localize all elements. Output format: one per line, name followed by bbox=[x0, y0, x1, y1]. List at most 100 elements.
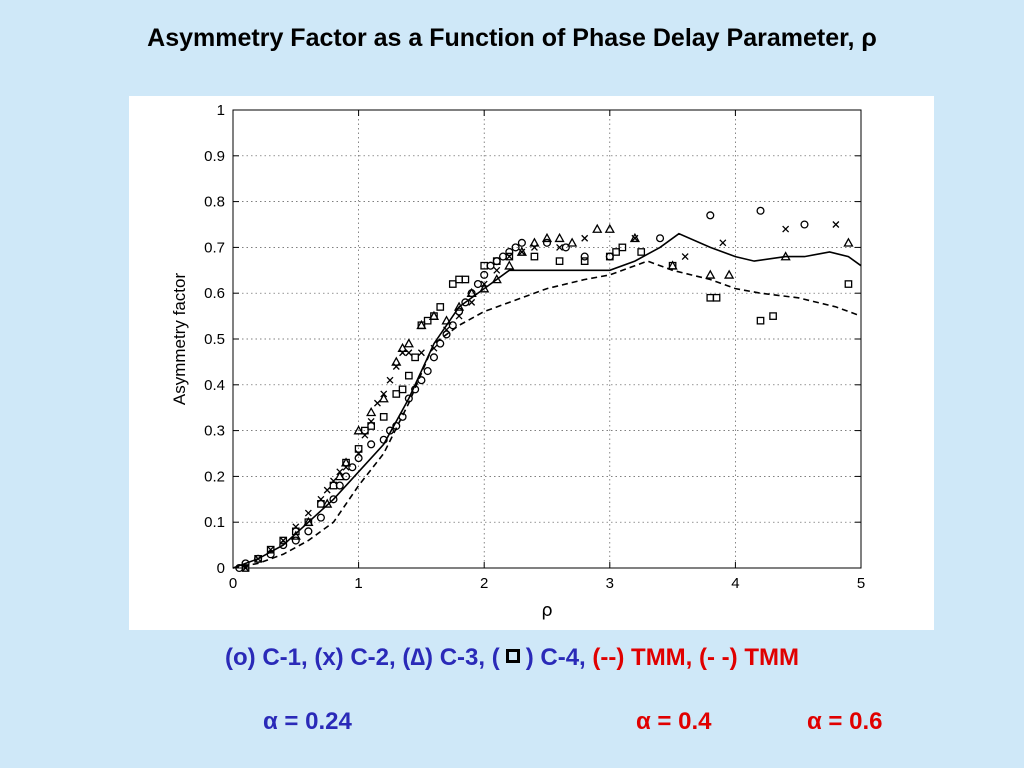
c4-square-marker bbox=[756, 316, 765, 325]
c1-circle-marker bbox=[335, 481, 344, 490]
c4-square-marker bbox=[411, 353, 419, 362]
c2-x-marker bbox=[392, 363, 400, 370]
c1-circle-marker bbox=[455, 307, 464, 316]
c1-circle-marker bbox=[429, 353, 439, 362]
c3-triangle-marker bbox=[541, 232, 553, 243]
y-tick-label: 0.2 bbox=[204, 468, 225, 485]
c2-x-marker bbox=[832, 221, 840, 228]
c2-x-marker bbox=[581, 234, 589, 242]
c1-circle-marker bbox=[367, 440, 376, 449]
c2-x-marker bbox=[443, 326, 450, 334]
c3-triangle-marker bbox=[322, 498, 333, 508]
square-marker-icon bbox=[505, 649, 520, 663]
c2-x-marker bbox=[355, 450, 363, 457]
c3-triangle-marker bbox=[629, 232, 641, 243]
c2-x-marker bbox=[342, 463, 350, 471]
c1-circle-marker bbox=[561, 243, 570, 252]
c1-circle-marker bbox=[756, 206, 765, 215]
c4-square-marker bbox=[329, 481, 338, 490]
tmm-line-dashed bbox=[232, 260, 862, 569]
c3-triangle-marker bbox=[334, 471, 345, 481]
c4-square-marker bbox=[706, 293, 715, 302]
y-tick-label: 1 bbox=[217, 102, 225, 119]
c2-x-marker bbox=[399, 349, 407, 357]
c1-circle-marker bbox=[655, 234, 665, 243]
plot-panel: 0 1 2 3 4 5 0 0.1 0.2 0.3 0.4 0.5 0.6 0.7 0.8 0.9 1 ρ As… bbox=[129, 96, 934, 630]
series-c-1 bbox=[235, 206, 809, 573]
legend-c4-open: ( bbox=[491, 644, 500, 671]
x-tick-label: 2 bbox=[480, 575, 488, 592]
c3-triangle-marker bbox=[516, 246, 527, 256]
c4-square-marker bbox=[844, 280, 853, 288]
c4-square-marker bbox=[430, 312, 438, 320]
c3-triangle-marker bbox=[353, 425, 364, 435]
c4-square-marker bbox=[668, 261, 677, 270]
c1-circle-marker bbox=[511, 243, 520, 252]
legend-tmm-solid-mark: (--) bbox=[592, 644, 625, 671]
c1-circle-marker bbox=[480, 270, 489, 279]
c1-circle-marker bbox=[316, 513, 325, 522]
c4-square-marker bbox=[417, 321, 426, 330]
c2-x-marker bbox=[430, 344, 438, 352]
c4-square-marker bbox=[492, 257, 501, 265]
legend-tmm-dashed: (- -) TMM bbox=[699, 644, 799, 671]
c4-square-marker bbox=[530, 252, 539, 261]
c2-x-marker bbox=[468, 298, 476, 306]
c4-square-marker bbox=[379, 413, 388, 421]
c1-circle-marker bbox=[304, 527, 313, 536]
c3-triangle-marker bbox=[453, 301, 465, 311]
y-tick-label: 0.3 bbox=[204, 423, 225, 440]
c2-x-marker bbox=[505, 253, 513, 261]
c2-x-marker bbox=[493, 266, 501, 274]
marker-layer bbox=[235, 206, 854, 573]
c1-circle-marker bbox=[580, 252, 589, 261]
c4-square-marker bbox=[367, 422, 376, 430]
c1-circle-marker bbox=[398, 412, 407, 421]
c1-circle-marker bbox=[279, 541, 288, 550]
c3-triangle-marker bbox=[397, 342, 408, 353]
c1-circle-marker bbox=[423, 367, 432, 376]
c4-square-marker bbox=[637, 248, 646, 256]
x-tick-label: 4 bbox=[731, 575, 739, 592]
c3-triangle-marker bbox=[604, 223, 615, 233]
y-tick-label: 0.4 bbox=[204, 377, 225, 394]
series-c-4 bbox=[241, 243, 853, 572]
c4-square-marker bbox=[436, 303, 445, 311]
c4-square-marker bbox=[618, 243, 627, 252]
c2-x-marker bbox=[292, 523, 300, 531]
legend-c1: (o) C-1, bbox=[225, 644, 308, 671]
c2-x-marker bbox=[304, 509, 312, 517]
c4-square-marker bbox=[279, 536, 288, 545]
y-axis-label: Asymmetry factor bbox=[170, 273, 189, 406]
line-layer bbox=[232, 232, 862, 569]
legend-tmm-solid: TMM, bbox=[631, 644, 693, 671]
c4-square-marker bbox=[448, 280, 457, 288]
c3-triangle-marker bbox=[466, 287, 477, 298]
c3-triangle-marker bbox=[290, 530, 301, 540]
c4-square-marker bbox=[398, 385, 407, 394]
c2-x-marker bbox=[417, 349, 425, 357]
c2-x-marker bbox=[518, 248, 526, 256]
c1-circle-marker bbox=[291, 536, 300, 545]
c4-square-marker bbox=[455, 275, 463, 284]
c2-x-marker bbox=[556, 243, 564, 251]
slide-title: Asymmetry Factor as a Function of Phase … bbox=[147, 24, 877, 52]
c4-square-marker bbox=[291, 527, 300, 536]
y-tick-label: 0.9 bbox=[204, 148, 225, 165]
c3-triangle-marker bbox=[491, 274, 502, 284]
c1-circle-marker bbox=[411, 385, 420, 394]
c4-square-marker bbox=[404, 371, 413, 380]
c4-square-marker bbox=[505, 252, 514, 261]
c1-circle-marker bbox=[436, 339, 445, 348]
c1-circle-marker bbox=[706, 211, 715, 220]
c4-square-marker bbox=[423, 316, 432, 325]
c1-circle-marker bbox=[385, 426, 395, 435]
c2-x-marker bbox=[323, 486, 331, 494]
y-tick-label: 0.8 bbox=[204, 194, 225, 211]
c1-circle-marker bbox=[505, 247, 514, 257]
x-tick-label: 1 bbox=[354, 575, 362, 592]
c3-triangle-marker bbox=[391, 356, 402, 366]
asymmetry-chart: 0 1 2 3 4 5 0 0.1 0.2 0.3 0.4 0.5 0.6 0.7 0.8 0.9 1 ρ As… bbox=[170, 102, 865, 621]
c1-circle-marker bbox=[417, 376, 426, 385]
c1-circle-marker bbox=[348, 463, 357, 472]
